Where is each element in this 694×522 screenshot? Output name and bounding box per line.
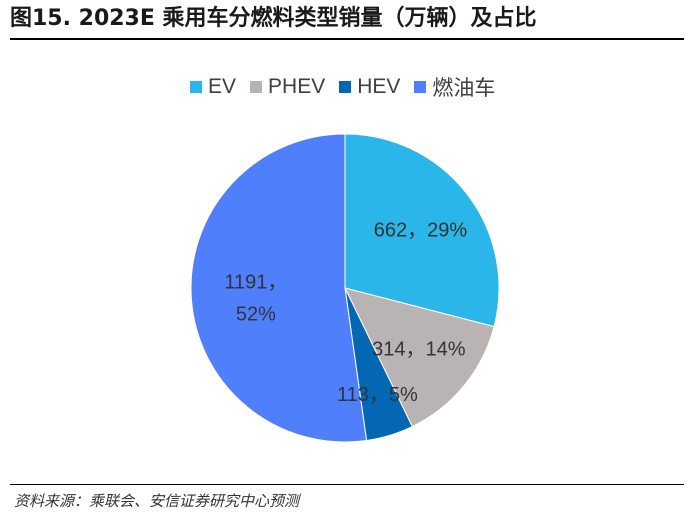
chart-title: 图15. 2023E 乘用车分燃料类型销量（万辆）及占比	[10, 6, 537, 31]
legend-label-ev: EV	[208, 75, 237, 98]
title-underline	[10, 38, 684, 40]
pie-slice-ev	[344, 133, 500, 328]
source-note: 资料来源：乘联会、安信证券研究中心预测	[14, 492, 300, 510]
legend-item-hev: HEV	[339, 75, 400, 99]
legend-label-phev: PHEV	[268, 75, 326, 98]
data-label-phev: 314，14%	[372, 338, 466, 360]
legend-swatch-ev	[190, 81, 202, 93]
data-label-ice: 1191， 52%	[224, 271, 287, 325]
legend-item-ev: EV	[190, 75, 236, 99]
pie-slices	[190, 133, 500, 443]
legend-swatch-ice	[414, 81, 427, 93]
source-rule	[10, 484, 684, 485]
pie-slice-ice	[190, 133, 368, 443]
chart-legend: EV PHEV HEV 燃油车	[190, 72, 495, 102]
pie-slice-phev	[344, 287, 495, 428]
data-label-hev: 113，5%	[337, 384, 418, 406]
legend-swatch-hev	[339, 81, 352, 93]
pie-data-labels: 662，29% 314，14% 113，5% 1191， 52%	[224, 220, 467, 406]
legend-item-ice: 燃油车	[414, 72, 495, 102]
legend-label-ice: 燃油车	[432, 77, 496, 100]
legend-swatch-phev	[250, 81, 263, 93]
data-label-ev: 662，29%	[374, 220, 468, 242]
legend-item-phev: PHEV	[250, 75, 325, 99]
legend-label-hev: HEV	[357, 75, 401, 98]
